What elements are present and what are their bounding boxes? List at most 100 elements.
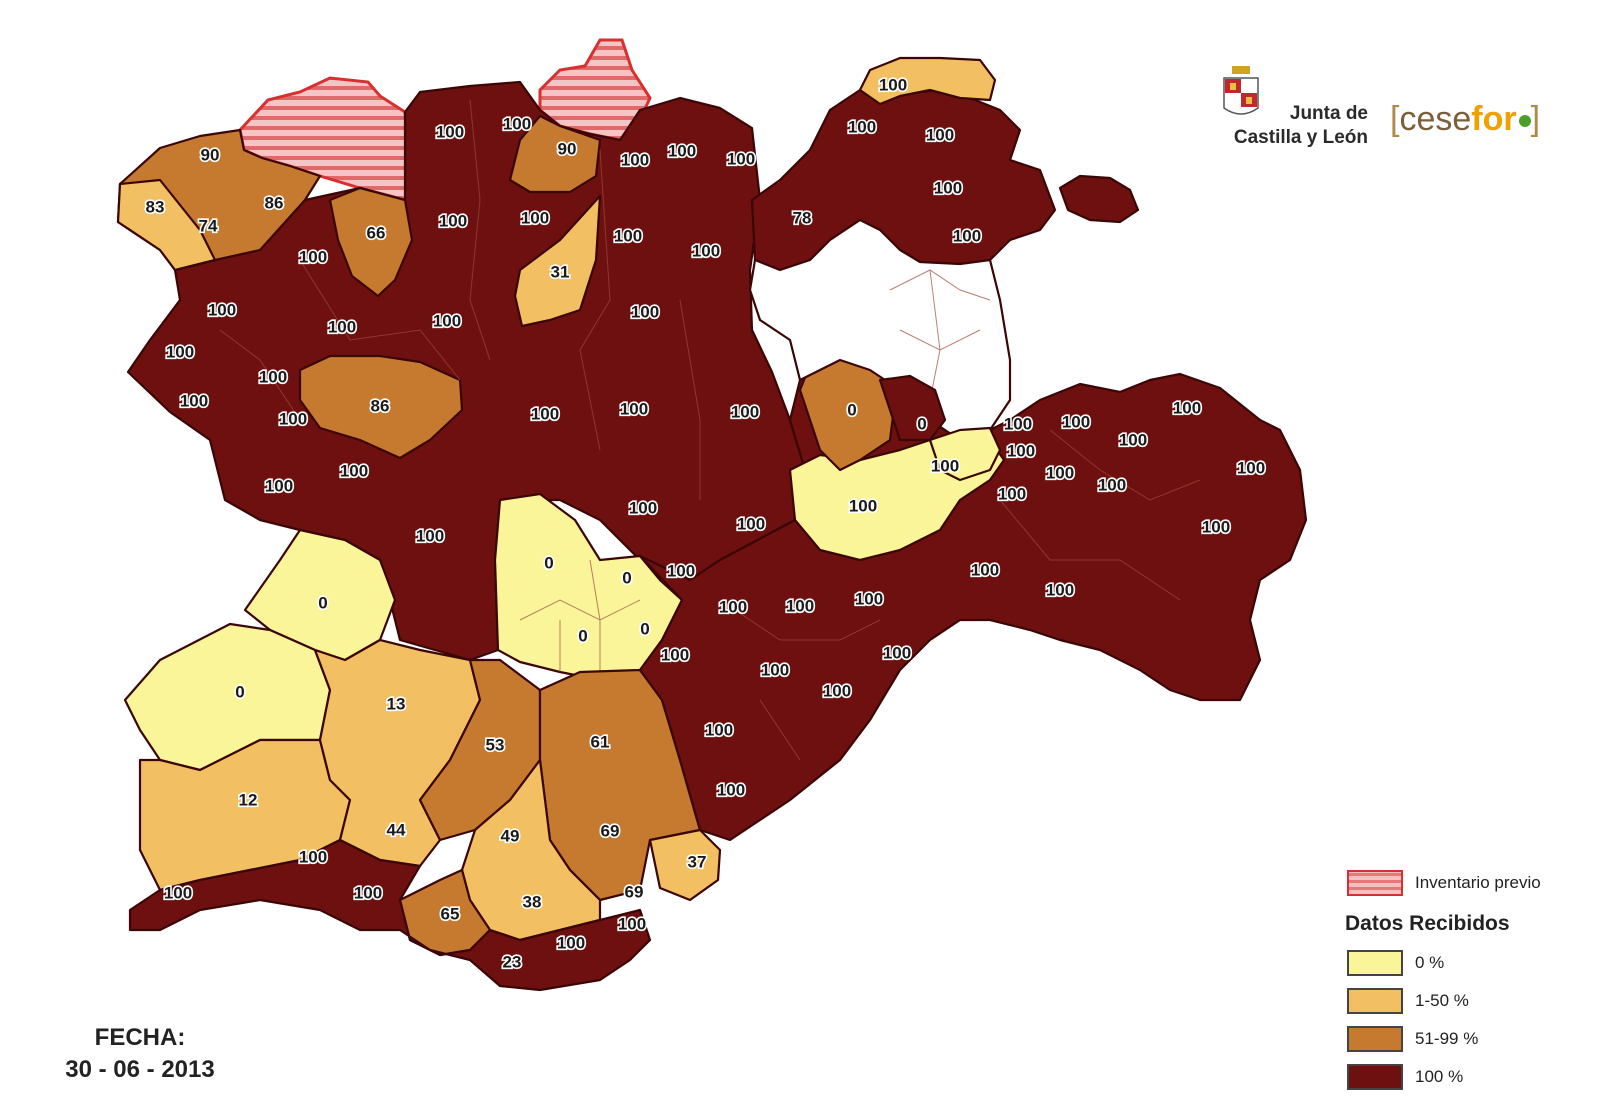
region-value-label: 100 (823, 682, 851, 701)
region-value-label: 69 (625, 883, 644, 902)
region-51-99-66 (328, 186, 414, 298)
region-value-label: 100 (883, 644, 911, 663)
region-value-label: 100 (953, 227, 981, 246)
region-value-label: 0 (640, 620, 649, 639)
region-value-label: 100 (1004, 415, 1032, 434)
region-value-label: 61 (591, 733, 610, 752)
legend-swatch-0 (1347, 950, 1403, 976)
region-value-label: 100 (849, 497, 877, 516)
region-value-label: 100 (855, 590, 883, 609)
region-value-label: 100 (786, 597, 814, 616)
region-value-label: 100 (164, 884, 192, 903)
region-value-label: 100 (208, 301, 236, 320)
region-value-label: 100 (531, 405, 559, 424)
region-value-label: 100 (621, 151, 649, 170)
region-value-label: 100 (1046, 581, 1074, 600)
region-value-label: 53 (486, 736, 505, 755)
region-value-label: 100 (620, 400, 648, 419)
region-value-label: 100 (1202, 518, 1230, 537)
legend-swatch-inventario (1347, 870, 1403, 896)
subdivision-line (219, 99, 1201, 761)
region-value-label: 100 (180, 392, 208, 411)
legend-title: Datos Recibidos (1345, 912, 1510, 935)
region-value-label: 100 (705, 721, 733, 740)
region-value-label: 100 (436, 123, 464, 142)
region-1-50-31 (513, 194, 602, 328)
legend-swatch-100 (1347, 1064, 1403, 1090)
region-value-label: 100 (1007, 442, 1035, 461)
region-value-label: 100 (1062, 413, 1090, 432)
region-value-label: 100 (618, 915, 646, 934)
region-value-label: 100 (848, 118, 876, 137)
region-value-label: 100 (557, 934, 585, 953)
region-value-label: 66 (367, 224, 386, 243)
region-value-label: 100 (299, 848, 327, 867)
region-100-south-strip (128, 838, 652, 992)
region-value-label: 31 (551, 263, 570, 282)
legend-label-51-99: 51-99 % (1415, 1029, 1479, 1048)
region-value-label: 100 (727, 150, 755, 169)
region-value-label: 78 (793, 209, 812, 228)
region-value-label: 100 (717, 781, 745, 800)
region-value-label: 0 (917, 415, 926, 434)
region-value-label: 23 (503, 953, 522, 972)
region-no-data-burgos (748, 218, 1012, 442)
region-value-label: 74 (199, 217, 218, 236)
region-value-label: 0 (578, 627, 587, 646)
region-value-label: 100 (1173, 399, 1201, 418)
region-value-label: 100 (931, 457, 959, 476)
coat-of-arms-icon (1223, 66, 1259, 115)
region-value-label: 100 (439, 212, 467, 231)
region-value-label: 86 (265, 194, 284, 213)
region-value-label: 49 (501, 827, 520, 846)
region-value-label: 0 (318, 594, 327, 613)
region-1-50-23 (858, 56, 997, 106)
region-value-label: 100 (668, 142, 696, 161)
region-value-label: 100 (503, 115, 531, 134)
fecha-label: FECHA: (94, 1024, 186, 1051)
region-value-label: 100 (299, 248, 327, 267)
region-value-label: 100 (1237, 459, 1265, 478)
region-value-label: 38 (523, 893, 542, 912)
legend-label-inventario: Inventario previo (1415, 873, 1541, 892)
region-value-label: 37 (688, 853, 707, 872)
region-value-label: 100 (354, 884, 382, 903)
region-value-label: 100 (631, 303, 659, 322)
cesefor-badge-icon (1518, 115, 1531, 128)
region-value-label: 100 (1046, 464, 1074, 483)
region-51-99-90-north (508, 114, 602, 194)
jcyl-line1: Junta de (1289, 103, 1368, 124)
region-value-label: 100 (971, 561, 999, 580)
region-value-label: 100 (998, 485, 1026, 504)
region-value-label: 100 (629, 499, 657, 518)
region-value-label: 12 (239, 791, 258, 810)
cesefor-wordmark-icon: [cesefor] (1390, 100, 1541, 138)
region-value-label: 100 (934, 179, 962, 198)
region-value-label: 100 (614, 227, 642, 246)
region-value-label: 69 (601, 822, 620, 841)
region-value-label: 100 (879, 76, 907, 95)
region-100-northeast (750, 88, 1057, 272)
fecha-value: 30 - 06 - 2013 (65, 1056, 215, 1083)
region-value-label: 100 (1119, 431, 1147, 450)
region-1-50-west (116, 178, 217, 272)
region-value-label: 100 (166, 343, 194, 362)
jcyl-logo: Junta de Castilla y León (1218, 62, 1368, 152)
region-value-label: 13 (387, 695, 406, 714)
region-value-label: 100 (328, 318, 356, 337)
subdivision-line (519, 559, 641, 680)
subdivision-line (889, 269, 991, 401)
cesefor-text-a: cese (1399, 100, 1472, 138)
region-value-label: 90 (201, 146, 220, 165)
region-value-label: 100 (731, 403, 759, 422)
region-value-label: 100 (661, 646, 689, 665)
region-value-label: 100 (719, 598, 747, 617)
region-value-label: 100 (433, 312, 461, 331)
region-value-label: 100 (279, 410, 307, 429)
region-value-label: 86 (371, 397, 390, 416)
region-100-northwest (126, 80, 810, 662)
region-100-near-78 (878, 374, 947, 442)
region-51-99-86 (298, 354, 464, 460)
region-value-label: 100 (259, 368, 287, 387)
legend-swatch-1-50 (1347, 988, 1403, 1014)
